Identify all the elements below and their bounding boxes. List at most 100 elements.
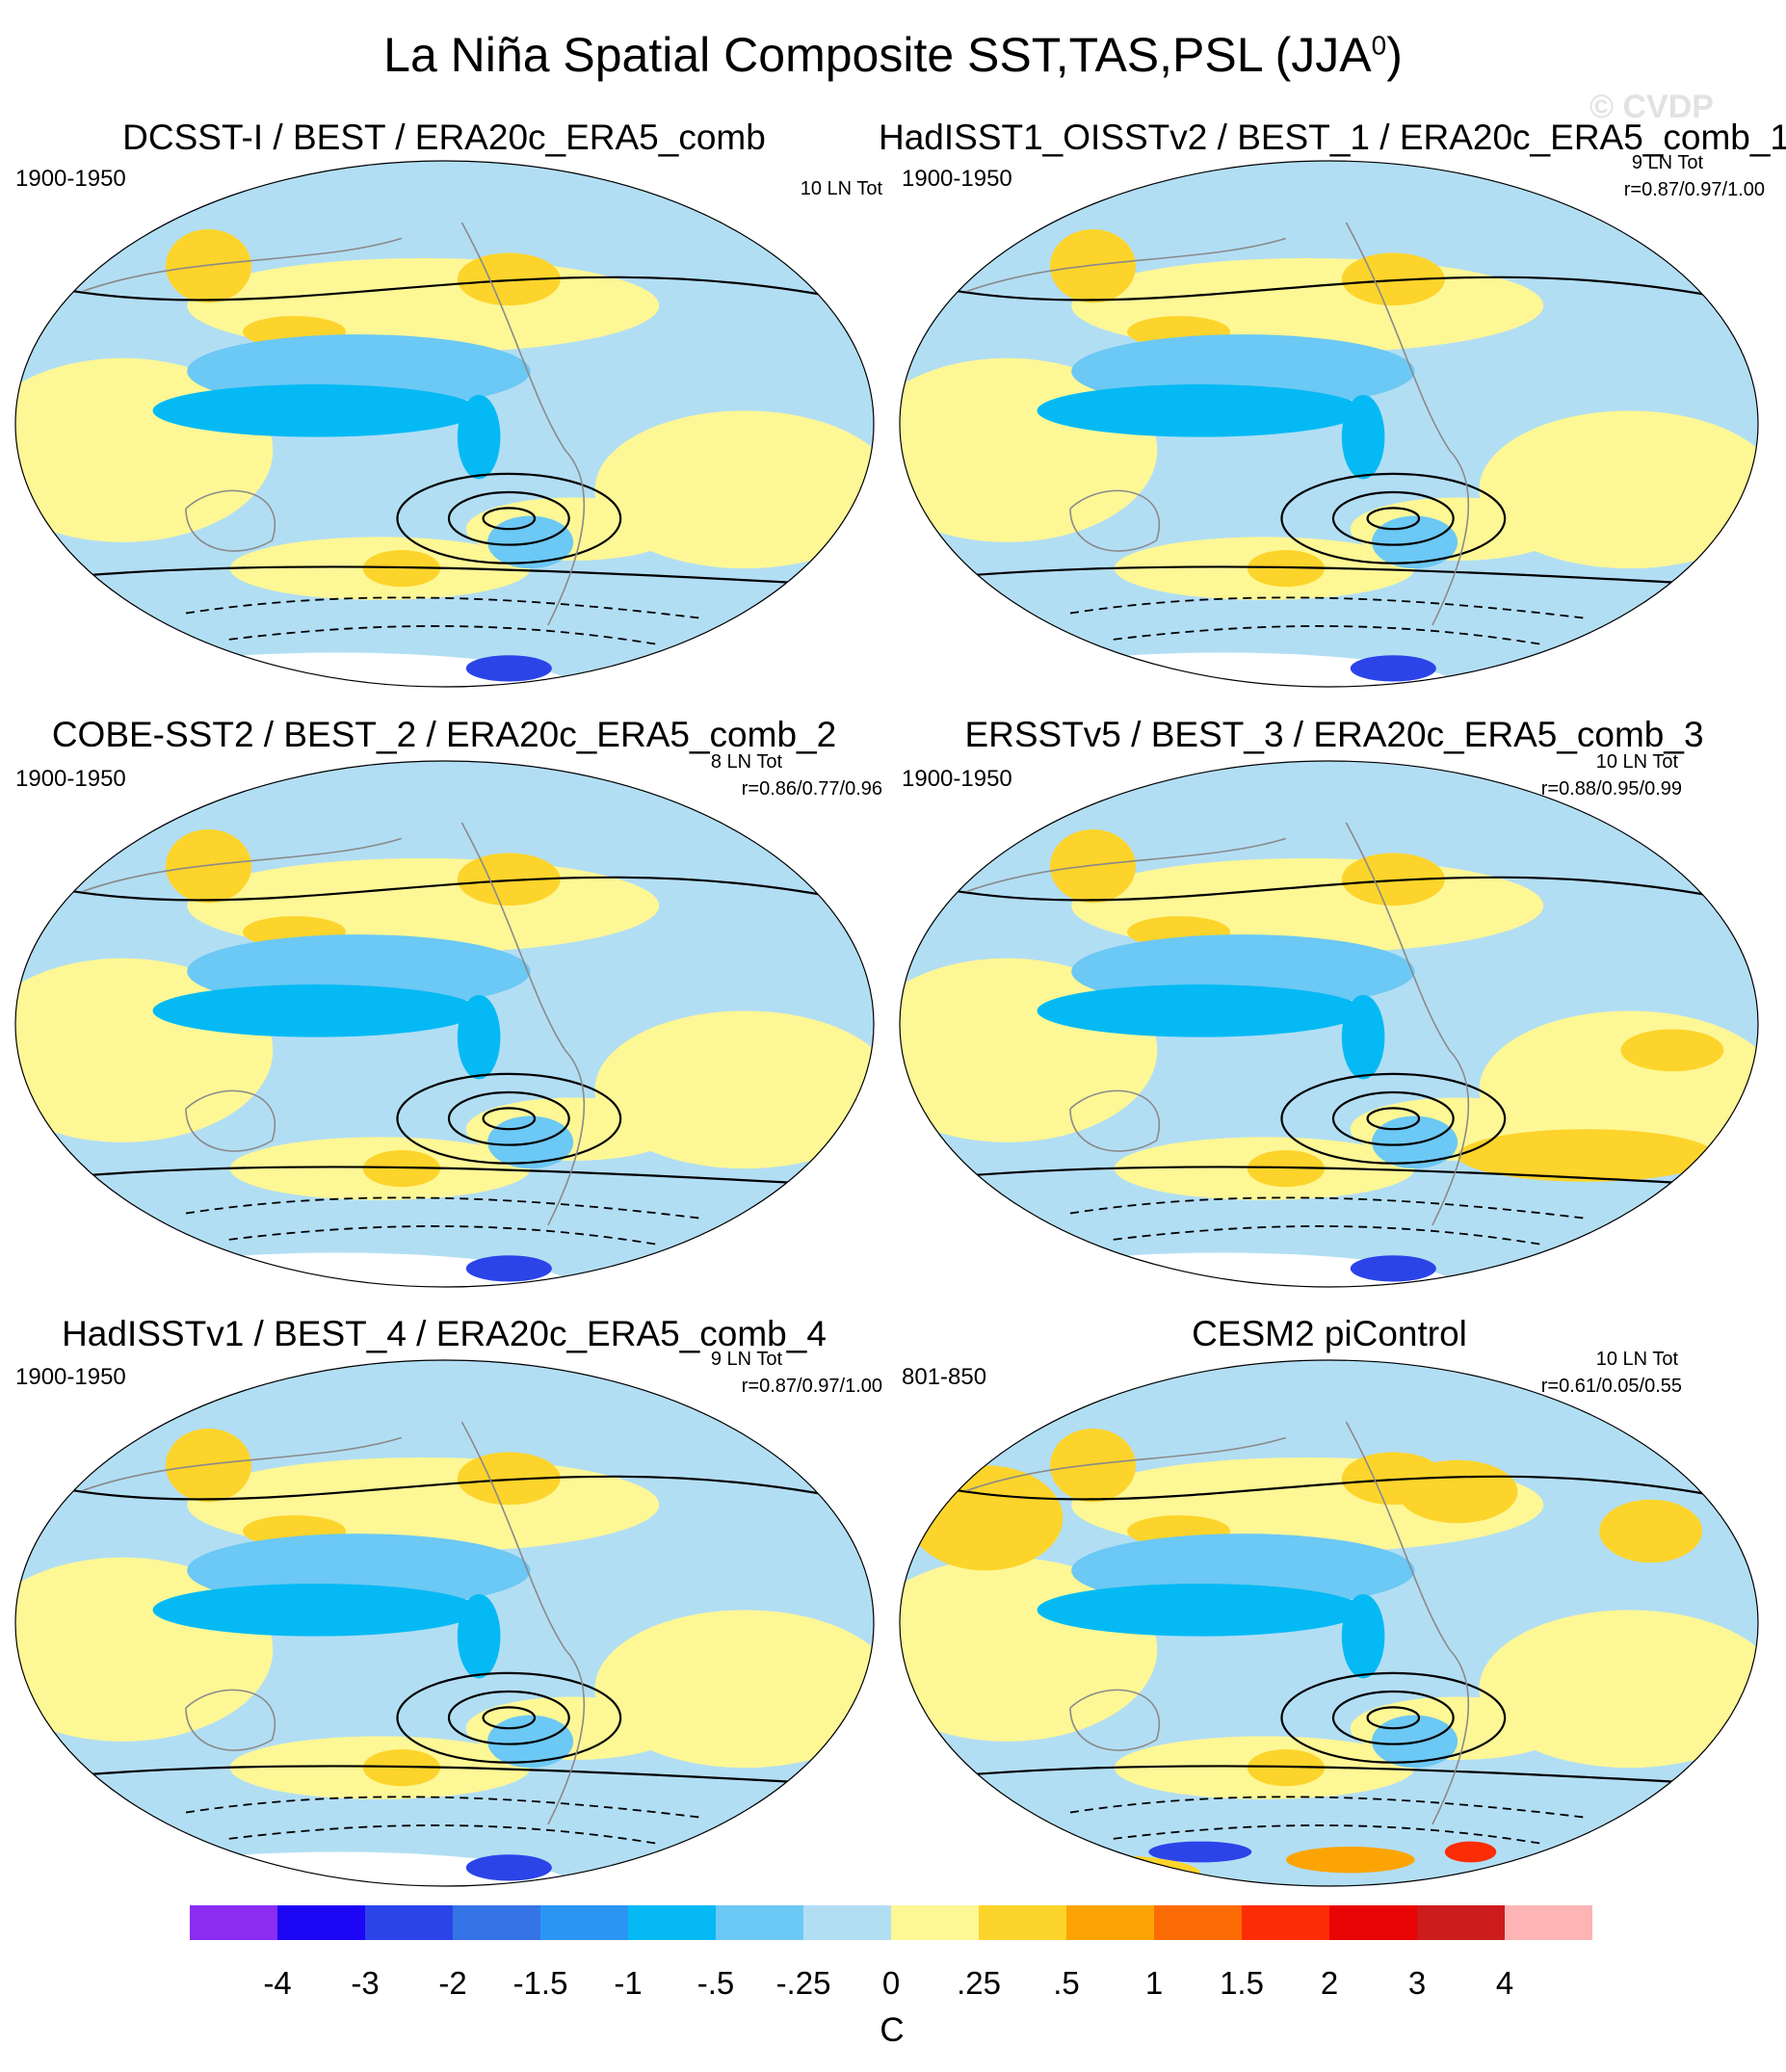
shading-blue	[1341, 1593, 1385, 1679]
coastlines	[966, 822, 1470, 1226]
map-shading	[15, 161, 874, 687]
colorbar-unit: C	[880, 2011, 905, 2049]
map-shading	[900, 761, 1758, 1287]
panel-4-correlation: r=0.88/0.95/0.99	[1540, 778, 1682, 800]
shading-blue	[1341, 394, 1385, 480]
map-frame	[899, 1359, 1759, 1887]
colorbar-tick-label: .25	[957, 1965, 1001, 2001]
psl-negative-contours	[1069, 1796, 1589, 1846]
shading-red-orange	[1285, 1847, 1415, 1874]
colorbar-swatch	[1066, 1905, 1155, 1940]
shading-orange	[362, 1749, 441, 1787]
colorbar-tick-label: -4	[263, 1965, 292, 2001]
colorbar-swatch	[277, 1905, 366, 1940]
shading-orange	[1247, 1150, 1326, 1188]
map-shading	[900, 161, 1758, 687]
panel-4-period: 1900-1950	[902, 766, 1012, 792]
shading-blue	[1037, 1584, 1364, 1637]
shading-blue	[152, 1584, 480, 1637]
psl-negative-contours	[1069, 596, 1589, 646]
map-shading	[15, 1360, 874, 1886]
colorbar-swatch	[1505, 1905, 1592, 1940]
panel-2-correlation: r=0.87/0.97/1.00	[1623, 179, 1765, 200]
psl-negative-contours	[1069, 1196, 1589, 1246]
psl-negative-contours	[185, 1196, 704, 1246]
panel-5-correlation: r=0.87/0.97/1.00	[741, 1376, 882, 1397]
colorbar-tick-label: -.25	[775, 1965, 831, 2001]
panel-5-period: 1900-1950	[15, 1364, 126, 1390]
panel-2-count: 9 LN Tot	[1631, 152, 1703, 173]
psl-contours	[900, 1475, 1758, 1788]
colorbar-tick-label: 1.5	[1220, 1965, 1264, 2001]
panel-3-map	[14, 760, 875, 1288]
psl-contours	[15, 876, 874, 1189]
shading-orange	[1247, 550, 1326, 588]
colorbar-tick-label: .5	[1053, 1965, 1080, 2001]
panel-1-count: 10 LN Tot	[800, 178, 882, 199]
panel-3-period: 1900-1950	[15, 766, 126, 792]
panel-4-map	[899, 760, 1759, 1288]
figure-title: La Niña Spatial Composite SST,TAS,PSL (J…	[383, 28, 1403, 82]
map-frame	[899, 760, 1759, 1288]
shading-orange	[165, 1428, 252, 1503]
coastlines	[966, 222, 1470, 626]
map-frame	[899, 160, 1759, 688]
shading-blue	[457, 394, 501, 480]
psl-contours	[15, 275, 874, 589]
panel-6-title: CESM2 piControl	[1192, 1314, 1467, 1353]
shading-orange	[907, 1465, 1064, 1571]
coastlines	[82, 1421, 586, 1825]
map-frame	[14, 1359, 875, 1887]
colorbar	[190, 1905, 1592, 1940]
colorbar-swatch	[628, 1905, 717, 1940]
colorbar-swatch	[803, 1905, 892, 1940]
shading-red	[1444, 1841, 1497, 1863]
shading-orange	[1049, 228, 1137, 303]
shading-orange	[1599, 1499, 1703, 1563]
shading-orange	[362, 1150, 441, 1188]
panel-3-count: 8 LN Tot	[710, 751, 782, 773]
colorbar-tick-label: -3	[351, 1965, 380, 2001]
panel-3-correlation: r=0.86/0.77/0.96	[741, 778, 882, 800]
map-shading	[15, 761, 874, 1287]
map-frame	[14, 160, 875, 688]
shading-orange	[1458, 1129, 1716, 1182]
shading-blue	[1037, 984, 1364, 1037]
shading-blue	[457, 994, 501, 1080]
psl-negative-contours	[185, 1796, 704, 1846]
colorbar-swatch	[979, 1905, 1067, 1940]
panel-6-period: 801-850	[902, 1364, 987, 1390]
shading-orange	[1620, 1029, 1724, 1072]
colorbar-tick-label: 4	[1495, 1965, 1514, 2001]
colorbar-swatch	[540, 1905, 629, 1940]
colorbar-tick-label: -1	[614, 1965, 643, 2001]
panel-2-map	[899, 160, 1759, 688]
panel-1-map	[14, 160, 875, 688]
shading-orange	[165, 228, 252, 303]
colorbar-tick-label: 0	[881, 1965, 901, 2001]
shading-blue	[465, 1854, 552, 1881]
panel-4-count: 10 LN Tot	[1595, 751, 1678, 773]
colorbar-tick-label: -2	[438, 1965, 467, 2001]
map-shading	[900, 1360, 1758, 1886]
psl-contours	[15, 1475, 874, 1788]
shading-blue	[1350, 1255, 1436, 1282]
cvdp-watermark: © CVDP	[1589, 89, 1714, 125]
coastlines	[966, 1421, 1470, 1825]
psl-contours	[900, 876, 1758, 1189]
panel-1-period: 1900-1950	[15, 166, 126, 192]
shading-orange	[362, 550, 441, 588]
shading-blue	[465, 655, 552, 682]
panel-5-count: 9 LN Tot	[710, 1349, 782, 1370]
shading-blue	[465, 1255, 552, 1282]
shading-blue	[457, 1593, 501, 1679]
shading-blue	[1350, 655, 1436, 682]
colorbar-swatch	[190, 1905, 278, 1940]
panel-2-period: 1900-1950	[902, 166, 1012, 192]
shading-orange	[1049, 828, 1137, 904]
colorbar-swatch	[453, 1905, 541, 1940]
colorbar-swatch	[1242, 1905, 1330, 1940]
psl-contours	[900, 275, 1758, 589]
panel-5-map	[14, 1359, 875, 1887]
panel-6-count: 10 LN Tot	[1595, 1349, 1678, 1370]
